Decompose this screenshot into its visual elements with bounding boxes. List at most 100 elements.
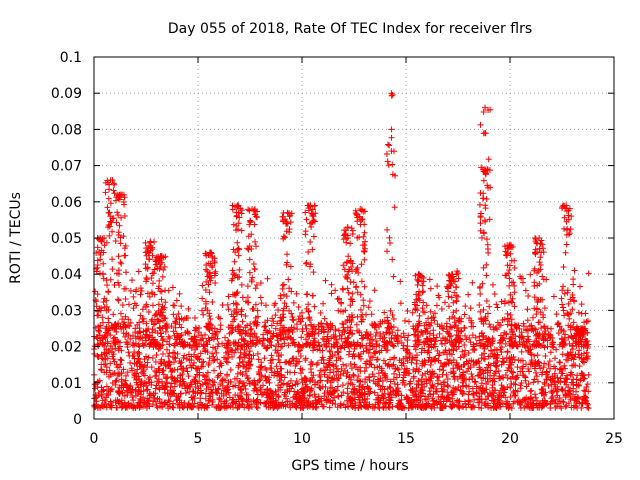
data-point xyxy=(469,332,476,339)
data-point xyxy=(440,326,447,333)
data-point xyxy=(268,369,275,376)
data-point xyxy=(581,350,588,357)
data-point xyxy=(100,387,107,394)
data-point xyxy=(238,311,245,318)
data-point xyxy=(417,390,424,397)
data-point xyxy=(426,341,433,348)
data-point xyxy=(106,367,113,374)
data-point xyxy=(332,287,339,294)
data-point xyxy=(518,380,525,387)
data-point xyxy=(294,326,301,333)
data-point xyxy=(268,342,275,349)
data-point xyxy=(583,318,590,325)
data-point xyxy=(310,400,317,407)
data-point xyxy=(240,379,247,386)
data-point xyxy=(436,350,443,357)
data-point xyxy=(305,308,312,315)
data-point xyxy=(188,357,195,364)
data-point xyxy=(261,355,268,362)
y-tick-label: 0 xyxy=(73,412,82,428)
data-point xyxy=(212,389,219,396)
data-point xyxy=(184,404,191,411)
data-point xyxy=(401,369,408,376)
data-point xyxy=(133,376,140,383)
y-tick-label: 0.06 xyxy=(51,195,82,211)
data-point xyxy=(490,326,497,333)
data-point xyxy=(331,388,338,395)
data-point xyxy=(480,320,487,327)
data-point xyxy=(224,372,231,379)
data-point xyxy=(115,323,122,330)
data-point xyxy=(476,366,483,373)
data-point xyxy=(531,365,538,372)
data-point xyxy=(336,332,343,339)
data-point xyxy=(337,355,344,362)
data-point xyxy=(103,383,110,390)
data-point xyxy=(160,367,167,374)
data-point xyxy=(513,374,520,381)
data-point xyxy=(209,330,216,337)
data-point xyxy=(176,290,183,297)
data-point xyxy=(117,361,124,368)
data-point xyxy=(347,361,354,368)
data-point xyxy=(525,365,532,372)
data-point xyxy=(460,353,467,360)
data-point xyxy=(278,365,285,372)
data-point xyxy=(200,358,207,365)
data-point xyxy=(488,347,495,354)
data-point xyxy=(426,330,433,337)
data-point xyxy=(372,333,379,340)
data-point xyxy=(303,325,310,332)
data-point xyxy=(461,361,468,368)
data-point xyxy=(125,316,132,323)
data-point xyxy=(357,306,364,313)
data-point xyxy=(323,320,330,327)
data-point xyxy=(563,402,570,409)
data-point xyxy=(280,233,287,240)
data-point xyxy=(215,314,222,321)
data-point xyxy=(452,336,459,343)
data-point xyxy=(533,369,540,376)
data-point xyxy=(344,385,351,392)
data-point xyxy=(119,302,126,309)
data-point xyxy=(361,242,368,249)
data-point xyxy=(527,350,534,357)
data-point xyxy=(510,388,517,395)
data-point xyxy=(528,387,535,394)
data-point xyxy=(305,301,312,308)
data-point xyxy=(131,355,138,362)
y-tick-label: 0.08 xyxy=(51,122,82,138)
data-point xyxy=(153,402,160,409)
data-point xyxy=(470,390,477,397)
data-point xyxy=(250,261,257,268)
data-point xyxy=(305,398,312,405)
data-point xyxy=(414,352,421,359)
data-point xyxy=(477,291,484,298)
data-point xyxy=(498,344,505,351)
data-point xyxy=(504,384,511,391)
data-point xyxy=(376,323,383,330)
data-point xyxy=(508,321,515,328)
data-point xyxy=(323,397,330,404)
data-point xyxy=(295,348,302,355)
data-point xyxy=(470,391,477,398)
data-point xyxy=(220,392,227,399)
data-point xyxy=(387,356,394,363)
data-point xyxy=(502,372,509,379)
data-point xyxy=(428,405,435,412)
data-point xyxy=(105,289,112,296)
data-point xyxy=(191,377,198,384)
data-point xyxy=(225,306,232,313)
data-point xyxy=(155,346,162,353)
data-point xyxy=(341,367,348,374)
data-point xyxy=(144,359,151,366)
data-point xyxy=(460,372,467,379)
data-point xyxy=(397,278,404,285)
data-point xyxy=(290,339,297,346)
data-point xyxy=(267,330,274,337)
data-point xyxy=(431,401,438,408)
data-point xyxy=(532,394,539,401)
data-point xyxy=(121,319,128,326)
data-point xyxy=(423,404,430,411)
